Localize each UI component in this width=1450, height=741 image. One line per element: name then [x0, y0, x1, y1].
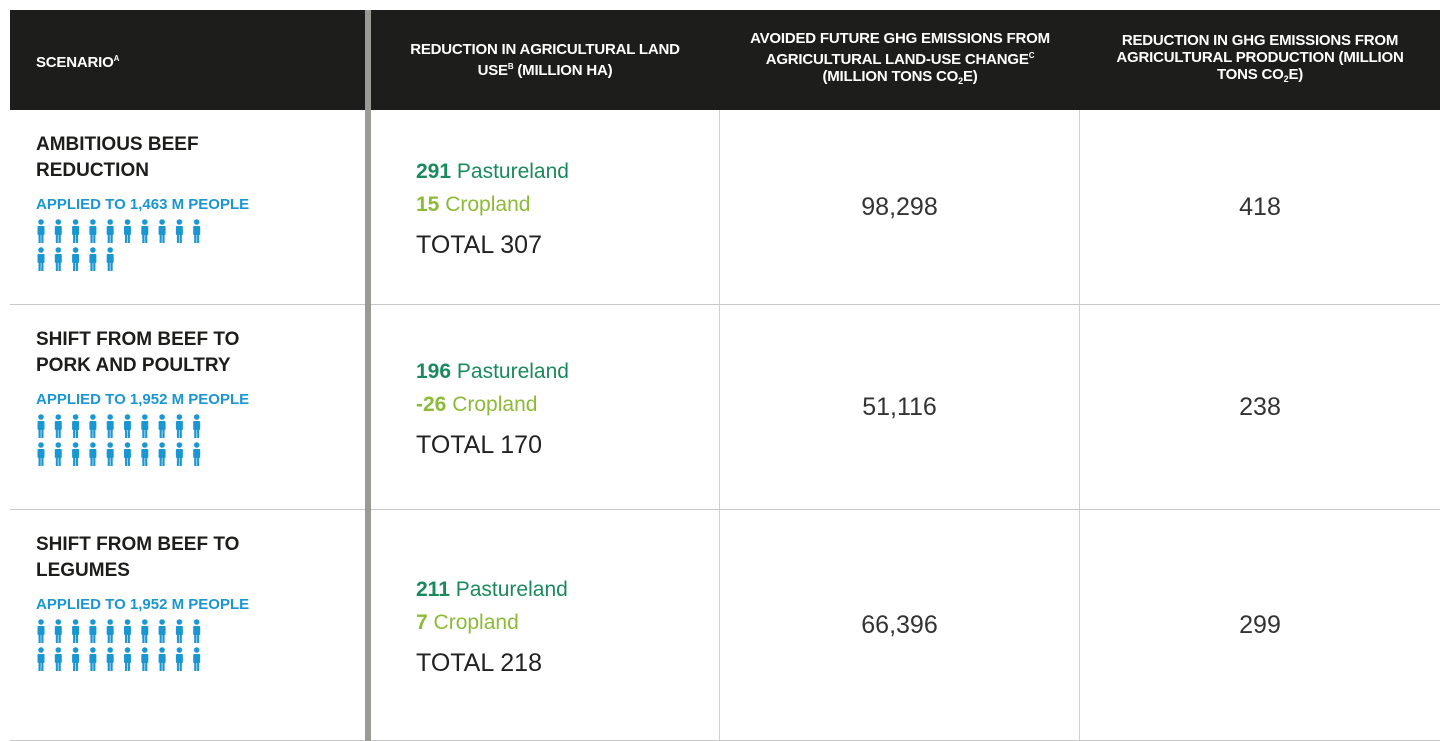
scenario-cell: AMBITIOUS BEEF REDUCTION APPLIED TO 1,463… — [10, 110, 370, 304]
crop-label: Cropland — [433, 610, 519, 634]
icon-row — [36, 442, 209, 466]
header-segment: E) — [962, 68, 978, 85]
pasture-value: 291 — [416, 159, 452, 183]
avoided-emissions: 51,116 — [720, 305, 1080, 509]
land-use-cell: 211 Pastureland 7 Cropland TOTAL 218 — [370, 510, 720, 740]
header-text: REDUCTION IN AGRICULTURAL LAND USEB (MIL… — [392, 41, 698, 79]
icon-row — [36, 619, 209, 643]
pasture-value: 211 — [416, 577, 450, 601]
pastureland: 211 Pastureland — [416, 573, 719, 606]
header-segment: (MILLION HA) — [513, 62, 613, 79]
icon-row — [36, 247, 123, 271]
header-cell: SCENARIOA — [10, 10, 370, 110]
table-row: SHIFT FROM BEEF TO LEGUMES APPLIED TO 1,9… — [10, 510, 1440, 741]
crop-value: 15 — [416, 192, 440, 216]
header-segment: REDUCTION IN AGRICULTURAL LAND USE — [410, 41, 680, 79]
scenario-cell: SHIFT FROM BEEF TO PORK AND POULTRY APPLI… — [10, 305, 370, 509]
cropland: -26 Cropland — [416, 388, 719, 421]
pasture-label: Pastureland — [455, 577, 568, 601]
header-segment: REDUCTION IN GHG EMISSIONS FROM AGRICULT… — [1116, 32, 1404, 83]
pasture-label: Pastureland — [456, 359, 569, 383]
people-icons — [36, 414, 369, 466]
production-reduction: 299 — [1239, 610, 1281, 639]
icon-row — [36, 414, 209, 438]
avoided-emissions: 98,298 — [720, 110, 1080, 304]
subscript: 2 — [958, 76, 963, 86]
superscript: B — [507, 62, 514, 71]
applied-population: APPLIED TO 1,952 M PEOPLE — [36, 596, 250, 613]
scenario-name: AMBITIOUS BEEF REDUCTION — [36, 134, 199, 181]
land-total: TOTAL 218 — [416, 648, 542, 677]
crop-value: -26 — [416, 392, 447, 416]
pasture-value: 196 — [416, 359, 452, 383]
crop-label: Cropland — [452, 392, 538, 416]
table-row: SHIFT FROM BEEF TO PORK AND POULTRY APPLI… — [10, 305, 1440, 510]
scenario-cell: SHIFT FROM BEEF TO LEGUMES APPLIED TO 1,9… — [10, 510, 370, 740]
crop-value: 7 — [416, 610, 428, 634]
people-icons — [36, 219, 369, 271]
icon-row — [36, 219, 209, 243]
applied-population: APPLIED TO 1,463 M PEOPLE — [36, 196, 250, 213]
scenario-name: SHIFT FROM BEEF TO LEGUMES — [36, 534, 240, 581]
crop-label: Cropland — [445, 192, 531, 216]
header-cell: REDUCTION IN GHG EMISSIONS FROM AGRICULT… — [1080, 10, 1440, 110]
header-cell: AVOIDED FUTURE GHG EMISSIONS FROM AGRICU… — [720, 10, 1080, 110]
header-text: REDUCTION IN GHG EMISSIONS FROM AGRICULT… — [1102, 32, 1418, 88]
land-use-cell: 291 Pastureland 15 Cropland TOTAL 307 — [370, 110, 720, 304]
avoided-emissions: 66,396 — [720, 510, 1080, 740]
subscript: 2 — [1283, 74, 1289, 84]
icon-row — [36, 647, 209, 671]
cropland: 7 Cropland — [416, 606, 719, 639]
land-total: TOTAL 170 — [416, 430, 542, 459]
production-reduction: 238 — [1239, 392, 1281, 421]
applied-population: APPLIED TO 1,952 M PEOPLE — [36, 391, 250, 408]
production-reduction: 418 — [1239, 192, 1281, 221]
header-segment: SCENARIO — [36, 53, 114, 71]
header-cell: REDUCTION IN AGRICULTURAL LAND USEB (MIL… — [370, 10, 720, 110]
cropland: 15 Cropland — [416, 188, 719, 221]
superscript: C — [1028, 51, 1035, 60]
pastureland: 196 Pastureland — [416, 355, 719, 388]
land-use-cell: 196 Pastureland -26 Cropland TOTAL 170 — [370, 305, 720, 509]
table-row: AMBITIOUS BEEF REDUCTION APPLIED TO 1,463… — [10, 110, 1440, 305]
land-total: TOTAL 307 — [416, 230, 542, 259]
pastureland: 291 Pastureland — [416, 155, 719, 188]
header-segment: E) — [1288, 66, 1304, 83]
column-separator — [365, 10, 371, 741]
header-text: AVOIDED FUTURE GHG EMISSIONS FROM AGRICU… — [742, 30, 1058, 90]
pasture-label: Pastureland — [456, 159, 569, 183]
table-header: SCENARIOA REDUCTION IN AGRICULTURAL LAND… — [10, 10, 1440, 110]
superscript: A — [113, 53, 120, 63]
header-text: SCENARIOA — [36, 50, 119, 71]
header-segment: (MILLION TONS CO — [822, 68, 959, 85]
people-icons — [36, 619, 369, 671]
scenario-name: SHIFT FROM BEEF TO PORK AND POULTRY — [36, 329, 240, 376]
header-segment: AVOIDED FUTURE GHG EMISSIONS FROM AGRICU… — [750, 30, 1050, 68]
